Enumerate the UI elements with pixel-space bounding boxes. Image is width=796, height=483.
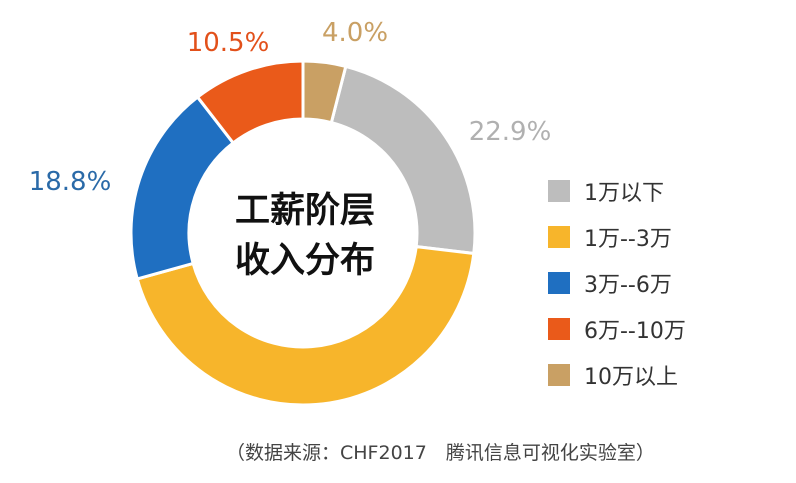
- legend-swatch: [548, 364, 570, 386]
- chart-title-line-1: 工薪阶层: [235, 191, 375, 231]
- legend-item-5: 10万以上: [548, 352, 686, 398]
- chart-title-line-2: 收入分布: [235, 241, 375, 281]
- source-note: （数据来源：CHF2017 腾讯信息可视化实验室）: [226, 442, 655, 464]
- legend-item-2: 1万--3万: [548, 214, 686, 260]
- legend-swatch: [548, 226, 570, 248]
- data-label-3: 18.8%: [29, 167, 112, 197]
- donut-slice-2: [135, 244, 476, 407]
- legend-swatch: [548, 272, 570, 294]
- data-label-5: 4.0%: [322, 18, 388, 48]
- legend-item-3: 3万--6万: [548, 260, 686, 306]
- legend-item-1: 1万以下: [548, 168, 686, 214]
- legend-item-4: 6万--10万: [548, 306, 686, 352]
- legend-label: 1万以下: [584, 181, 664, 206]
- legend-label: 10万以上: [584, 365, 678, 390]
- legend-swatch: [548, 180, 570, 202]
- legend: 1万以下 1万--3万 3万--6万 6万--10万 10万以上: [548, 168, 686, 398]
- legend-swatch: [548, 318, 570, 340]
- data-label-1: 22.9%: [469, 117, 552, 147]
- data-label-4: 10.5%: [187, 28, 270, 58]
- legend-label: 6万--10万: [584, 319, 686, 344]
- donut-slice-5: [301, 59, 348, 125]
- legend-label: 1万--3万: [584, 227, 672, 252]
- legend-label: 3万--6万: [584, 273, 672, 298]
